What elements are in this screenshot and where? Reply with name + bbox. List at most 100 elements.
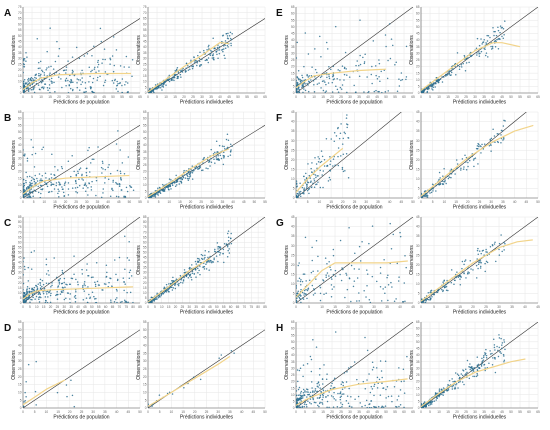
x-tick-label: 5 [429, 410, 431, 414]
data-point [96, 76, 99, 79]
data-point [227, 236, 230, 239]
data-point [27, 79, 29, 81]
data-point [297, 280, 299, 282]
data-point [101, 160, 104, 163]
x-tick-label: 20 [330, 410, 334, 414]
data-point [44, 172, 47, 175]
data-point [341, 168, 344, 171]
data-point [92, 91, 94, 93]
data-point [451, 385, 454, 388]
data-point [176, 76, 179, 78]
y-tick-label: 50 [291, 25, 295, 29]
y-tick-label: 45 [416, 32, 420, 36]
data-point [217, 49, 219, 51]
data-point [91, 291, 94, 293]
x-tick-label: 5 [34, 410, 36, 414]
data-point [491, 363, 494, 366]
data-point [39, 278, 42, 281]
data-point [435, 190, 437, 192]
data-point [82, 299, 85, 301]
y-tick-label: 85 [143, 215, 147, 219]
data-point [168, 74, 171, 77]
data-point [346, 126, 348, 129]
data-point [341, 267, 343, 269]
data-point [445, 75, 447, 77]
data-point [221, 48, 224, 51]
data-point [370, 406, 373, 408]
data-point [332, 273, 335, 276]
data-point [42, 290, 44, 293]
y-tick-label: 5 [418, 399, 420, 403]
data-point [28, 297, 30, 299]
data-point [109, 57, 111, 60]
data-point [470, 370, 473, 372]
data-point [461, 381, 464, 383]
data-point [180, 182, 183, 184]
data-point [405, 78, 407, 81]
data-point [58, 281, 61, 284]
data-point [316, 397, 319, 399]
data-point [164, 287, 166, 289]
data-point [89, 297, 91, 300]
data-point [358, 75, 361, 78]
data-point [340, 279, 343, 282]
data-point [311, 387, 313, 389]
loess-curve [421, 239, 533, 302]
plot-area [296, 217, 413, 303]
data-point [494, 30, 496, 33]
y-tick-label: 65 [18, 110, 22, 114]
data-point [203, 156, 205, 159]
data-point [85, 297, 88, 299]
data-point [372, 40, 375, 42]
data-point [30, 268, 33, 270]
data-point [42, 87, 45, 90]
data-point [61, 86, 63, 89]
data-point [296, 91, 298, 93]
data-point [94, 283, 97, 286]
data-point [32, 195, 34, 198]
data-point [59, 293, 62, 295]
data-point [371, 388, 374, 390]
data-point [297, 91, 299, 93]
data-point [321, 393, 324, 396]
data-point [185, 173, 188, 175]
data-point [491, 45, 494, 48]
data-point [375, 89, 377, 92]
data-point [48, 191, 51, 193]
x-tick-label: 25 [478, 200, 482, 204]
data-point [225, 138, 228, 141]
data-point [307, 90, 310, 93]
y-tick-label: 40 [291, 120, 295, 124]
data-point [364, 404, 366, 407]
y-axis-label: Observations [409, 35, 415, 65]
data-point [492, 338, 495, 341]
data-point [208, 44, 210, 47]
data-point [100, 40, 103, 43]
y-tick-label: 40 [291, 353, 295, 357]
data-point [121, 300, 123, 303]
data-point [326, 263, 328, 265]
data-point [325, 72, 328, 74]
data-point [23, 194, 24, 197]
y-tick-label: 55 [291, 18, 295, 22]
data-point [40, 179, 43, 182]
data-point [206, 159, 209, 161]
data-point [468, 272, 471, 274]
data-point [32, 178, 34, 180]
x-axis-label: Prédictions de population [53, 415, 109, 421]
data-point [305, 293, 307, 295]
data-point [181, 71, 184, 73]
data-point [47, 269, 49, 272]
data-point [465, 62, 468, 64]
data-point [495, 34, 498, 37]
data-point [317, 181, 319, 183]
data-point [321, 378, 324, 380]
data-point [175, 73, 177, 76]
data-point [445, 289, 448, 291]
data-point [366, 284, 368, 287]
data-point [382, 387, 384, 389]
x-tick-label: 60 [254, 95, 258, 99]
data-point [227, 249, 229, 252]
data-point [389, 222, 391, 225]
y-tick-label: 80 [143, 220, 147, 224]
